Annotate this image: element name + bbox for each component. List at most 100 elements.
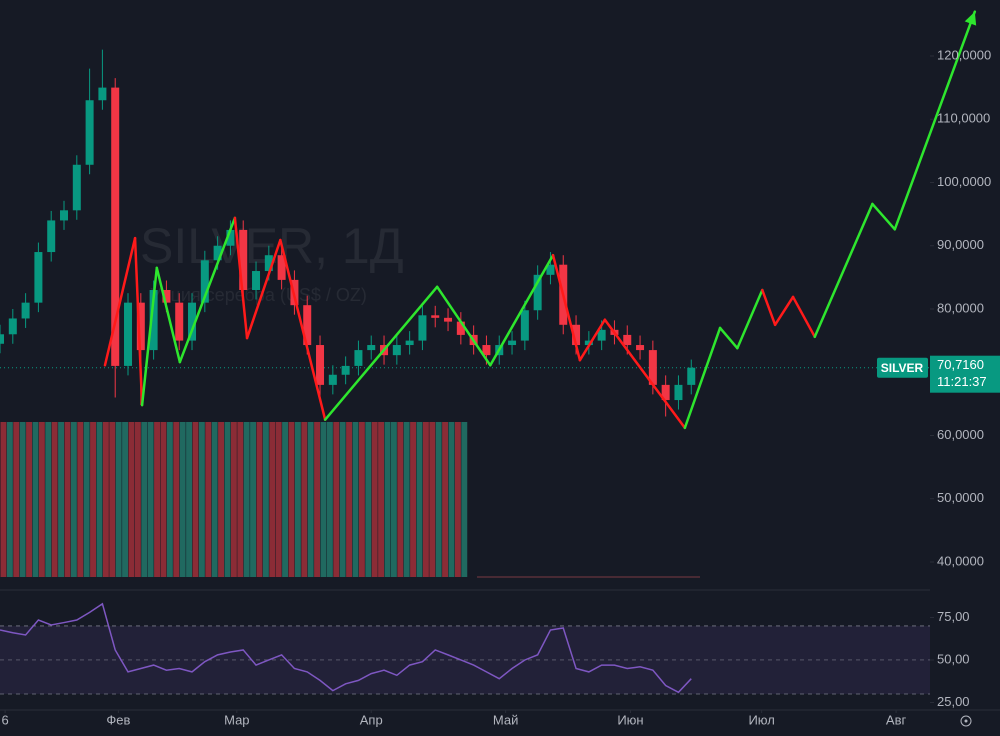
candle-body <box>264 255 273 272</box>
candle-body <box>8 318 17 335</box>
rsi-y-tick-label: 25,00 <box>937 694 970 709</box>
volume-bar <box>243 422 250 577</box>
candle-body <box>405 340 414 346</box>
candle-body <box>316 345 325 385</box>
volume-bar <box>51 422 58 577</box>
candle-body <box>520 310 529 341</box>
y-tick-label: 90,0000 <box>937 237 984 252</box>
y-tick-label: 40,0000 <box>937 553 984 568</box>
volume-bar <box>326 422 333 577</box>
candle-body <box>444 317 453 322</box>
volume-bar <box>19 422 26 577</box>
volume-bar <box>26 422 33 577</box>
y-tick-label: 120,0000 <box>937 47 991 62</box>
x-tick-label: Июн <box>617 712 643 727</box>
y-tick-label: 60,0000 <box>937 427 984 442</box>
volume-bar <box>314 422 321 577</box>
settings-icon-dot <box>964 719 968 723</box>
volume-bar <box>218 422 225 577</box>
volume-bar <box>6 422 13 577</box>
candle-body <box>0 334 4 344</box>
volume-bar <box>250 422 257 577</box>
volume-bar <box>147 422 154 577</box>
volume-bar <box>339 422 346 577</box>
candle-body <box>213 245 222 261</box>
volume-pane <box>0 422 700 578</box>
volume-bar <box>262 422 269 577</box>
symbol-tag <box>877 357 928 378</box>
zigzag-segment <box>683 326 722 430</box>
volume-bar <box>397 422 404 577</box>
volume-bar <box>269 422 276 577</box>
zigzag-segment <box>871 202 897 231</box>
candle-body <box>328 374 337 385</box>
volume-bar <box>205 422 212 577</box>
volume-bar <box>390 422 397 577</box>
y-tick-label: 100,0000 <box>937 174 991 189</box>
volume-bar <box>166 422 173 577</box>
volume-bar <box>141 422 148 577</box>
candle-body <box>149 290 158 351</box>
candle-body <box>341 365 350 375</box>
candle-body <box>21 302 30 319</box>
x-tick-label: Май <box>493 712 518 727</box>
volume-bar <box>186 422 193 577</box>
volume-bar <box>422 422 429 577</box>
zigzag-segment <box>103 236 137 367</box>
volume-bar <box>237 422 244 577</box>
candle-body <box>584 340 593 346</box>
candle-body <box>188 302 197 341</box>
candle-body <box>572 324 581 346</box>
y-tick-label: 80,0000 <box>937 300 984 315</box>
candle-body <box>597 329 606 341</box>
y-tick-label: 50,0000 <box>937 490 984 505</box>
zigzag-arrowhead <box>964 11 977 26</box>
volume-bar <box>96 422 103 577</box>
candle-body <box>392 345 401 356</box>
candle-body <box>674 384 683 401</box>
zigzag-segment <box>791 295 817 339</box>
volume-bar <box>102 422 109 577</box>
volume-bar <box>275 422 282 577</box>
volume-bar <box>45 422 52 577</box>
volume-bar <box>198 422 205 577</box>
candle-body <box>85 100 94 165</box>
candle-body <box>418 315 427 341</box>
candle-body <box>34 252 43 303</box>
volume-bar <box>346 422 353 577</box>
candle-body <box>124 302 133 366</box>
volume-bar <box>13 422 20 577</box>
zigzag-segment <box>761 288 777 327</box>
candle-body <box>72 164 81 211</box>
volume-bar <box>230 422 237 577</box>
zigzag-segment <box>435 285 492 367</box>
rsi-y-tick-label: 75,00 <box>937 609 970 624</box>
volume-bar <box>448 422 455 577</box>
volume-bar <box>115 422 122 577</box>
candle-body <box>239 229 248 291</box>
volume-bar <box>301 422 308 577</box>
settings-icon[interactable] <box>960 715 972 727</box>
volume-bar <box>128 422 135 577</box>
volume-bar <box>410 422 417 577</box>
candle-body <box>226 229 235 246</box>
volume-bar <box>70 422 77 577</box>
candle-body <box>136 302 145 351</box>
price-tag-countdown: 11:21:37 <box>937 374 987 389</box>
volume-bar <box>333 422 340 577</box>
volume-bar <box>134 422 141 577</box>
volume-bar <box>77 422 84 577</box>
rsi-y-tick-label: 50,00 <box>937 651 970 666</box>
axes: 40,000050,000060,000070,000080,000090,00… <box>2 47 1000 727</box>
candle-body <box>367 345 376 351</box>
price-tag <box>930 355 1000 393</box>
candle-body <box>546 264 555 275</box>
zigzag-segment <box>578 318 607 362</box>
volume-bar <box>358 422 365 577</box>
volume-bar <box>173 422 180 577</box>
x-tick-label: Фев <box>106 712 130 727</box>
volume-bar <box>352 422 359 577</box>
volume-bar <box>454 422 461 577</box>
price-pane <box>0 10 977 430</box>
